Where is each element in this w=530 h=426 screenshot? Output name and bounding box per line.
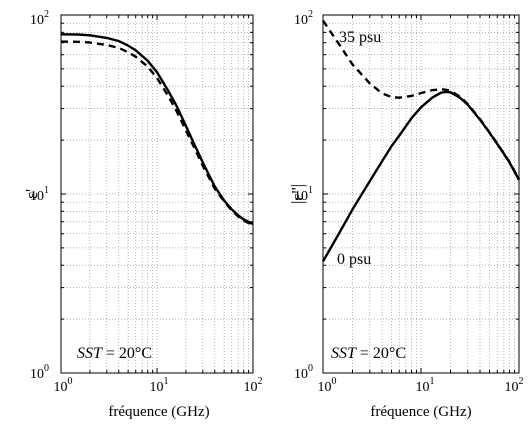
left-series bbox=[60, 33, 254, 227]
right-sst-annotation: SST = 20°C bbox=[331, 345, 406, 362]
series-label-0-psu: 0 psu bbox=[337, 251, 371, 268]
right-x-axis-label: fréquence (GHz) bbox=[370, 404, 471, 420]
right-plot-background bbox=[323, 15, 519, 373]
left-chart: 102 101 100 100 101 102 fréquence (GHz) … bbox=[22, 9, 263, 420]
left-grid bbox=[61, 15, 253, 373]
right-y-axis-label: |ε''| bbox=[288, 184, 307, 204]
left-xtick-label-1: 100 bbox=[54, 376, 73, 395]
right-series-dashed-line bbox=[322, 19, 521, 180]
right-chart: 102 101 100 100 101 102 fréquence (GHz) … bbox=[288, 9, 524, 420]
left-ytick-label-100: 102 bbox=[30, 9, 49, 28]
left-y-axis-label: ε' bbox=[22, 189, 41, 199]
left-ytick-label-1: 100 bbox=[30, 363, 49, 382]
right-series bbox=[321, 19, 521, 262]
left-xtick-label-10: 101 bbox=[150, 376, 169, 395]
right-ticks bbox=[322, 14, 520, 374]
left-ticks bbox=[60, 14, 254, 374]
right-xtick-label-10: 101 bbox=[416, 376, 435, 395]
right-ytick-label-1: 100 bbox=[294, 363, 313, 382]
series-label-35-psu: 35 psu bbox=[339, 29, 381, 46]
left-ytick-label-10: 101 bbox=[30, 185, 49, 204]
right-xtick-label-100: 102 bbox=[505, 376, 524, 395]
left-x-axis-label: fréquence (GHz) bbox=[108, 404, 209, 420]
right-xtick-label-1: 100 bbox=[318, 376, 337, 395]
right-ytick-label-10: 101 bbox=[294, 185, 313, 204]
left-sst-annotation: SST = 20°C bbox=[77, 345, 152, 362]
right-ytick-label-100: 102 bbox=[294, 9, 313, 28]
left-xtick-label-100: 102 bbox=[244, 376, 263, 395]
left-series-dashed-line bbox=[60, 40, 254, 227]
